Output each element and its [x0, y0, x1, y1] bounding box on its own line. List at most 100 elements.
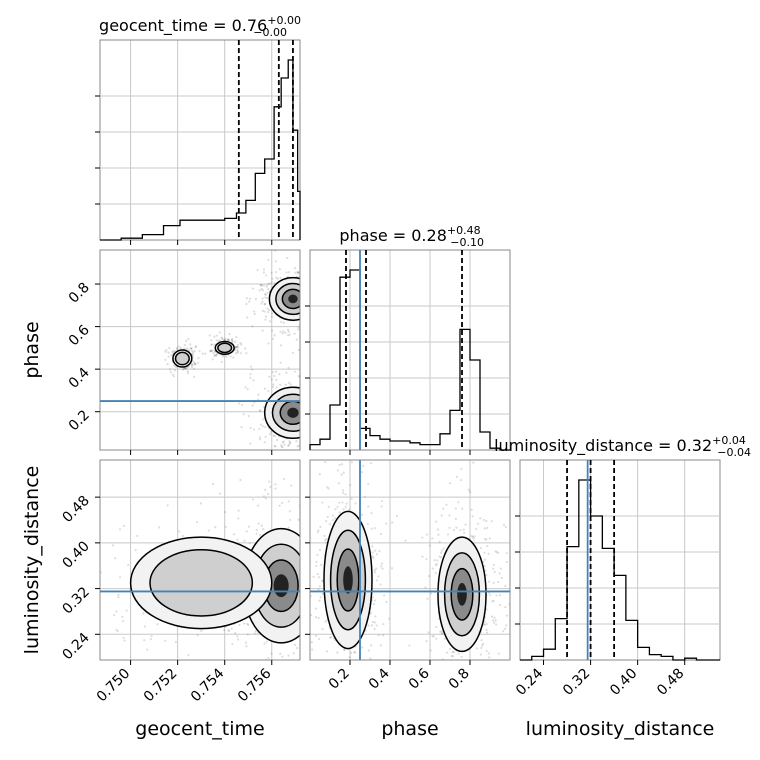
phase-distance-sample-point	[440, 549, 443, 552]
geocent-distance-sample-point	[236, 635, 239, 638]
geocent-phase-sample-point	[300, 316, 302, 318]
geocent-phase-sample-point	[172, 375, 175, 378]
geocent-phase-sample-point	[304, 280, 306, 282]
geocent-distance-sample-point	[174, 640, 177, 644]
phase-distance-sample-point	[425, 640, 428, 643]
geocent-phase-sample-point	[169, 371, 172, 374]
phase-distance-sample-point	[340, 473, 343, 476]
geocent-distance-sample-point	[290, 729, 292, 731]
geocent-distance-sample-point	[274, 487, 277, 490]
geocent-phase-sample-point	[266, 283, 269, 286]
geocent-phase-sample-point	[236, 350, 240, 353]
geocent-phase-sample-point	[232, 356, 235, 359]
geocent-phase-sample-point	[307, 403, 309, 405]
geocent-distance-sample-point	[306, 582, 308, 584]
geocent-phase-sample-point	[261, 329, 264, 332]
phase-distance-sample-point	[317, 529, 320, 532]
phase-distance-xtick-label: 0.4	[366, 665, 393, 692]
geocent-distance-sample-point	[297, 518, 300, 521]
geocent-distance-sample-point	[146, 648, 149, 651]
geocent-phase-sample-point	[301, 406, 303, 408]
geocent-phase-sample-point	[166, 362, 169, 366]
geocent-phase-sample-point	[273, 444, 276, 447]
geocent-phase-sample-point	[274, 445, 277, 448]
geocent-distance-sample-point	[166, 504, 169, 507]
geocent-phase-sample-point	[273, 374, 276, 378]
geocent-phase-sample-point	[304, 301, 306, 303]
geocent-phase-sample-point	[229, 355, 232, 358]
geocent-phase-sample-point	[305, 308, 307, 310]
phase-distance-sample-point	[491, 600, 494, 603]
geocent-phase-sample-point	[306, 275, 308, 277]
geocent-phase-sample-point	[301, 415, 303, 417]
geocent-phase-density-contour	[174, 351, 190, 366]
geocent-distance-sample-point	[305, 552, 307, 554]
geocent-phase-sample-point	[322, 287, 324, 289]
phase-distance-frame	[309, 459, 511, 661]
geocent-distance-sample-point	[263, 488, 267, 491]
geocent-phase-sample-point	[184, 367, 187, 370]
geocent-distance-sample-point	[303, 633, 305, 635]
phase-distance-sample-point	[342, 508, 345, 511]
phase-distance-sample-point	[488, 592, 491, 595]
geocent-phase-sample-point	[319, 308, 321, 310]
geocent-distance-sample-point	[307, 536, 309, 538]
geocent-phase-sample-point	[235, 335, 238, 339]
phase-distance-sample-point	[424, 586, 427, 589]
geocent-phase-sample-point	[329, 285, 331, 287]
geocent-phase-sample-point	[297, 348, 300, 352]
geocent-distance-sample-point	[125, 609, 128, 612]
geocent-distance-sample-point	[305, 556, 307, 558]
geocent-phase-sample-point	[259, 284, 262, 287]
geocent-phase-sample-point	[251, 325, 254, 328]
geocent-phase-sample-point	[246, 316, 249, 319]
geocent-distance-sample-point	[322, 668, 324, 670]
geocent-phase-sample-point	[303, 394, 305, 396]
geocent-phase-sample-point	[246, 387, 249, 391]
geocent-phase-sample-point	[184, 367, 187, 370]
phase-distance-sample-point	[493, 616, 496, 619]
phase-distance-sample-point	[373, 571, 377, 574]
geocent-phase-sample-point	[239, 352, 242, 355]
geocent-phase-sample-point	[209, 349, 212, 353]
geocent-phase-sample-point	[266, 297, 269, 300]
distance-hist-histogram	[520, 479, 720, 661]
ylabel-phase: phase	[21, 321, 43, 378]
geocent-phase-sample-point	[320, 416, 322, 418]
geocent-phase-sample-point	[226, 339, 230, 342]
geocent-phase-sample-point	[317, 308, 319, 310]
geocent-phase-sample-point	[314, 282, 316, 284]
geocent-phase-sample-point	[190, 366, 193, 369]
geocent-phase-sample-point	[319, 411, 321, 413]
geocent-phase-sample-point	[270, 430, 273, 434]
phase-distance-sample-point	[499, 567, 503, 570]
geocent-distance-sample-point	[117, 593, 120, 596]
geocent-phase-sample-point	[286, 256, 289, 260]
phase-distance-sample-point	[432, 634, 435, 638]
geocent-distance-sample-point	[111, 544, 114, 547]
geocent-phase-sample-point	[319, 395, 321, 397]
phase-distance-sample-point	[360, 471, 364, 474]
geocent-phase-sample-point	[314, 274, 316, 276]
phase-distance-sample-point	[425, 533, 429, 536]
geocent-phase-sample-point	[285, 271, 288, 274]
phase-distance-sample-point	[478, 667, 480, 669]
geocent-distance-sample-point	[251, 498, 255, 501]
phase-distance-sample-point	[338, 511, 341, 514]
geocent-phase-sample-point	[236, 351, 239, 354]
geocent-distance-sample-point	[317, 611, 319, 613]
geocent-phase-sample-point	[245, 302, 248, 306]
phase-distance-sample-point	[379, 532, 382, 536]
geocent-distance-sample-point	[250, 674, 252, 676]
geocent-phase-sample-point	[311, 395, 313, 397]
geocent-phase-sample-point	[189, 347, 193, 350]
geocent-distance-sample-point	[121, 619, 125, 623]
geocent-phase-sample-point	[331, 418, 333, 420]
phase-distance-sample-point	[326, 650, 329, 653]
phase-distance-sample-point	[331, 518, 335, 522]
geocent-phase-sample-point	[323, 313, 325, 315]
geocent-phase-sample-point	[318, 296, 320, 298]
phase-distance-sample-point	[483, 623, 486, 626]
phase-distance-sample-point	[349, 456, 351, 458]
geocent-phase-sample-point	[186, 370, 189, 373]
